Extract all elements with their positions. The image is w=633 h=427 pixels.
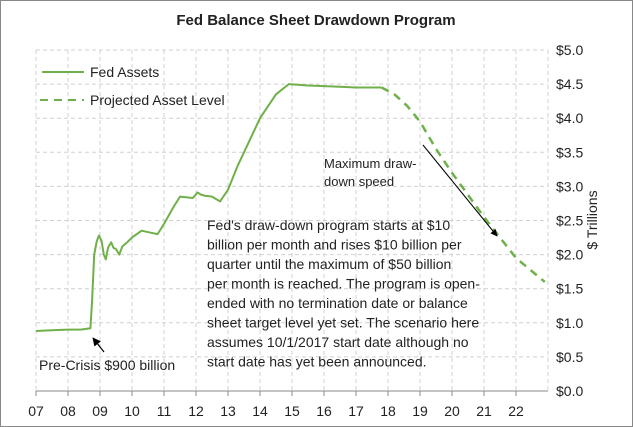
y-tick-label: $1.0 bbox=[556, 315, 583, 331]
y-axis-label: $ Trillions bbox=[584, 190, 600, 249]
program-description-line: Fed's draw-down program starts at $10 bbox=[207, 217, 450, 233]
x-tick-label: 17 bbox=[348, 403, 364, 419]
x-tick-label: 20 bbox=[444, 403, 460, 419]
y-tick-label: $0.0 bbox=[556, 383, 583, 399]
program-description-line: sheet target level yet set. The scenario… bbox=[207, 315, 479, 331]
legend: Fed Assets Projected Asset Level bbox=[40, 64, 225, 108]
max-speed-arrow bbox=[422, 144, 498, 237]
program-description-line: billion per month and rises $10 billion … bbox=[207, 237, 462, 253]
projected-asset-line bbox=[381, 86, 546, 283]
x-tick-label: 18 bbox=[380, 403, 396, 419]
x-tick-label: 16 bbox=[316, 403, 332, 419]
max-speed-label: down speed bbox=[324, 174, 394, 189]
y-tick-label: $1.5 bbox=[556, 281, 583, 297]
x-tick-label: 21 bbox=[476, 403, 492, 419]
program-description-line: quarter until the maximum of $50 billion bbox=[207, 256, 451, 272]
program-description-line: per month is reached. The program is ope… bbox=[207, 276, 480, 292]
grid bbox=[35, 49, 549, 391]
axes: $0.0 $0.5 $1.0 $1.5 $2.0 $2.5 $3.0 $3.5 $4.0 $4.5… bbox=[28, 42, 583, 419]
legend-label: Fed Assets bbox=[90, 64, 159, 80]
program-description-line: assumes 10/1/2017 start date although no bbox=[207, 334, 469, 350]
pre-crisis-arrow bbox=[92, 337, 105, 353]
fed-assets-line bbox=[35, 83, 382, 332]
x-tick-label: 19 bbox=[412, 403, 428, 419]
program-description-line: ended with no termination date or balanc… bbox=[207, 295, 468, 311]
legend-label: Projected Asset Level bbox=[90, 92, 225, 108]
y-tick-label: $3.0 bbox=[556, 178, 583, 194]
annotations: Maximum draw-down speed Fed's draw-down p… bbox=[39, 144, 498, 373]
y-tick-label: $2.5 bbox=[556, 213, 583, 229]
y-tick-label: $5.0 bbox=[556, 42, 583, 58]
x-tick-label: 22 bbox=[508, 403, 524, 419]
x-tick-label: 09 bbox=[92, 403, 108, 419]
y-tick-label: $2.0 bbox=[556, 247, 583, 263]
program-description-line: start date has yet been announced. bbox=[207, 354, 427, 370]
x-tick-label: 11 bbox=[157, 403, 172, 419]
x-tick-label: 08 bbox=[60, 403, 76, 419]
x-tick-label: 14 bbox=[252, 403, 268, 419]
x-tick-label: 15 bbox=[284, 403, 300, 419]
y-tick-label: $3.5 bbox=[556, 144, 583, 160]
y-tick-label: $4.0 bbox=[556, 110, 583, 126]
x-tick-label: 07 bbox=[28, 403, 44, 419]
pre-crisis-label: Pre-Crisis $900 billion bbox=[39, 357, 175, 373]
x-tick-label: 12 bbox=[188, 403, 204, 419]
y-tick-label: $4.5 bbox=[556, 76, 583, 92]
chart-title: Fed Balance Sheet Drawdown Program bbox=[176, 12, 455, 29]
max-speed-label: Maximum draw- bbox=[324, 156, 416, 171]
series-lines bbox=[35, 83, 546, 332]
y-tick-label: $0.5 bbox=[556, 349, 583, 365]
x-tick-label: 10 bbox=[124, 403, 140, 419]
x-tick-label: 13 bbox=[220, 403, 236, 419]
